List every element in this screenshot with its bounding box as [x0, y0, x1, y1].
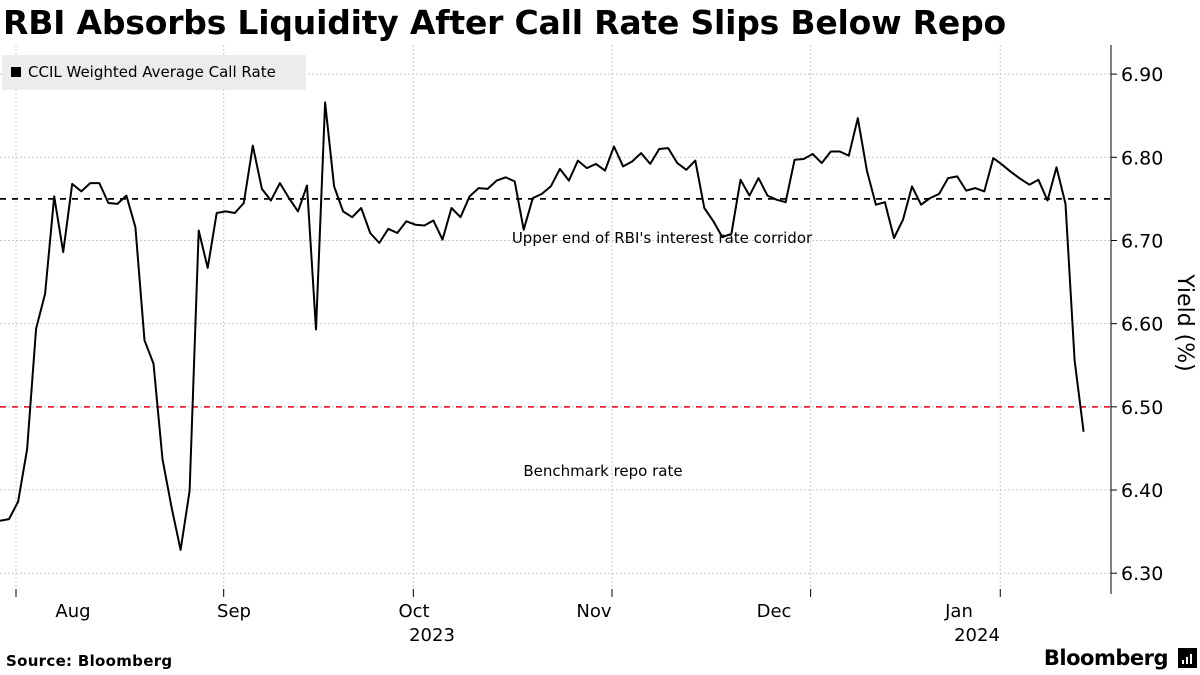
x-tick-label: Aug [55, 601, 90, 622]
chart-title: RBI Absorbs Liquidity After Call Rate Sl… [3, 3, 1006, 42]
y-tick-label: 6.30 [1121, 563, 1163, 585]
y-axis-title: Yield (%) [1172, 273, 1197, 371]
bloomberg-logo: Bloomberg [1043, 646, 1169, 670]
legend-swatch [11, 67, 21, 77]
x-year-label: 2024 [954, 625, 1000, 646]
x-tick-label: Sep [217, 601, 251, 622]
x-tick-label: Jan [944, 601, 973, 622]
y-tick-label: 6.80 [1121, 147, 1163, 169]
legend-label: CCIL Weighted Average Call Rate [28, 63, 276, 81]
y-tick-label: 6.90 [1121, 64, 1163, 86]
y-tick-label: 6.50 [1121, 397, 1163, 419]
y-tick-label: 6.60 [1121, 314, 1163, 336]
axes: 6.30 6.40 6.50 6.60 6.70 6.80 6.90 Aug Sep Oct Nov… [15, 45, 1197, 646]
series-line-call-rate [0, 101, 1085, 551]
corridor-upper-label: Upper end of RBI's interest rate corrido… [512, 229, 813, 247]
series-layer [0, 101, 1085, 551]
grid-lines [0, 45, 1111, 594]
x-year-label: 2023 [409, 625, 455, 646]
bloomberg-terminal-icon [1178, 648, 1197, 668]
y-tick-label: 6.70 [1121, 230, 1163, 252]
repo-rate-label: Benchmark repo rate [523, 462, 682, 480]
y-tick-label: 6.40 [1121, 480, 1163, 502]
reference-lines: Upper end of RBI's interest rate corrido… [0, 197, 1111, 480]
x-tick-label: Dec [757, 601, 792, 622]
x-tick-label: Nov [576, 601, 611, 622]
source-note: Source: Bloomberg [6, 652, 173, 670]
x-tick-label: Oct [398, 601, 429, 622]
legend: CCIL Weighted Average Call Rate [2, 55, 306, 90]
